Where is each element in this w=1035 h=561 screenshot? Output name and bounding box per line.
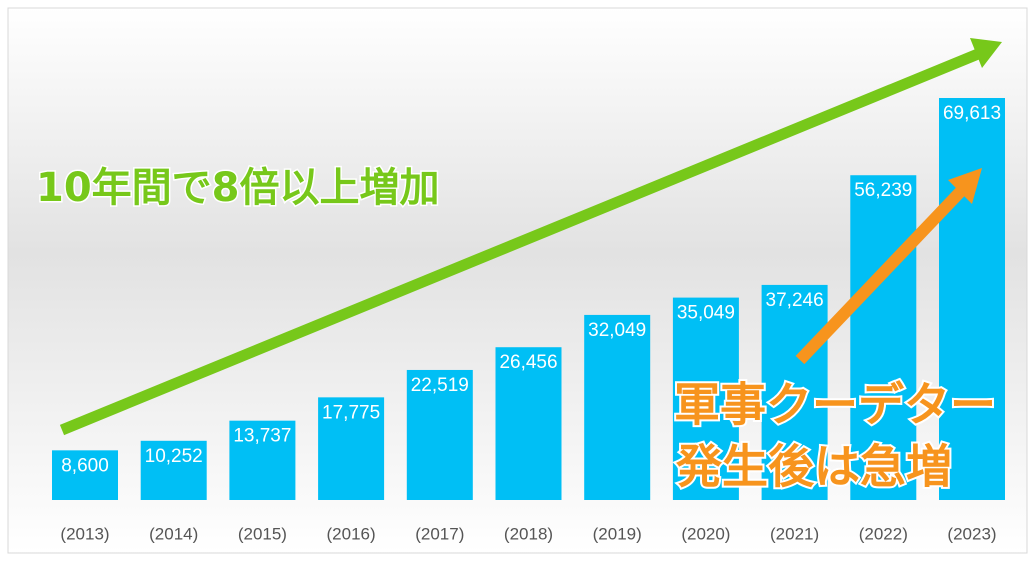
- bar: [939, 98, 1005, 500]
- bar: [140, 440, 207, 500]
- bar: [229, 420, 296, 500]
- value-label: 26,456: [499, 352, 557, 373]
- bar: [52, 450, 118, 500]
- value-label: 56,239: [854, 180, 912, 201]
- x-tick-label: (2020): [681, 524, 730, 543]
- value-label: 10,252: [145, 446, 203, 467]
- x-tick-label: (2019): [593, 524, 642, 543]
- bar: [406, 369, 473, 500]
- value-label: 69,613: [943, 103, 1001, 124]
- annotation: 軍事クーデター: [674, 378, 996, 432]
- x-tick-label: (2013): [60, 524, 109, 543]
- trend-arrow-head: [970, 38, 1002, 68]
- value-label: 22,519: [411, 375, 469, 396]
- surge-arrow: [795, 185, 967, 365]
- x-tick-label: (2015): [238, 524, 287, 543]
- surge-arrow-head: [948, 168, 982, 204]
- x-tick-label: (2016): [327, 524, 376, 543]
- bar: [850, 175, 917, 501]
- bar: [672, 297, 739, 500]
- value-label: 37,246: [766, 290, 824, 311]
- bar: [495, 347, 562, 500]
- x-tick-label: (2021): [770, 524, 819, 543]
- trend-arrow: [59, 48, 981, 436]
- value-label: 35,049: [677, 303, 735, 324]
- x-tick-label: (2014): [149, 524, 198, 543]
- annotation: 発生後は急増: [676, 440, 952, 494]
- value-label: 8,600: [61, 455, 109, 476]
- bar: [318, 397, 385, 500]
- x-tick-label: (2017): [415, 524, 464, 543]
- x-tick-label: (2022): [859, 524, 908, 543]
- bar: [761, 284, 828, 500]
- x-tick-label: (2023): [947, 524, 996, 543]
- annotation: 10年間で8倍以上増加: [36, 165, 440, 211]
- value-label: 32,049: [588, 320, 646, 341]
- value-label: 17,775: [322, 402, 380, 423]
- bar: [584, 314, 651, 500]
- x-tick-label: (2018): [504, 524, 553, 543]
- value-label: 13,737: [233, 426, 291, 447]
